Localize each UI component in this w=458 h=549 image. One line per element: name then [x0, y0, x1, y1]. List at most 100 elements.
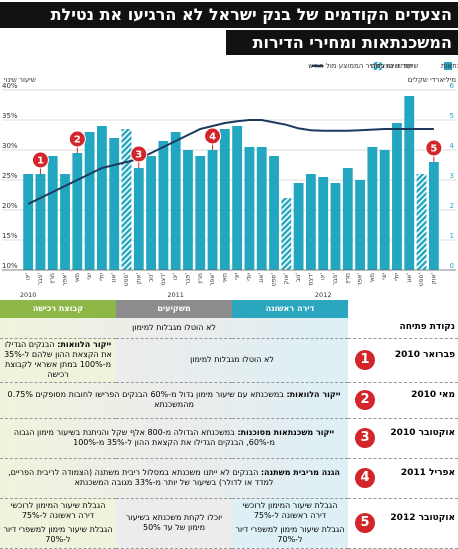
cell-text: במשכנתא עם שיעור מימון גדול מ-60% הבנקים…: [7, 390, 284, 409]
x-tick-label: מאי: [74, 273, 81, 282]
cell-line: הגבלת שיעור המימון לרוכשי דירה ראשונה ל-…: [10, 501, 106, 520]
bar: [183, 150, 193, 270]
bar: [293, 183, 304, 270]
bar: [355, 180, 366, 270]
annotation-label: 3: [135, 150, 142, 161]
bar: [109, 138, 120, 270]
x-year-label: 2012: [315, 291, 332, 299]
measure-cell: ייקור הלוואות: במשכנתא עם שיעור מימון גד…: [0, 382, 348, 419]
x-tick-label: אוג': [406, 273, 413, 283]
axis-title: מיליארדי שקלים: [408, 76, 456, 84]
annotation-marker: [204, 127, 222, 145]
bar: [428, 162, 439, 270]
bar: [121, 129, 132, 270]
step-date: אפריל 2011: [400, 468, 455, 478]
bar: [232, 126, 243, 270]
bar: [133, 168, 144, 270]
y2-tick-label: 2: [450, 202, 454, 210]
x-tick-label: ספט': [418, 273, 425, 287]
bar: [35, 174, 46, 270]
x-tick-label: אפר': [62, 273, 69, 286]
step-date: מאי 2010: [411, 390, 455, 400]
cell-lead: ייקור משכנתאות מסוכנות:: [237, 428, 335, 437]
blank-cell: [348, 300, 458, 318]
row-header: 2 מאי 2010: [348, 382, 458, 419]
measure-cell: ייקור הלוואות: הבנקים הגדילו את הקצאת הה…: [0, 338, 116, 383]
x-tick-label: מאי: [369, 273, 376, 282]
step-badge: 5: [355, 513, 375, 533]
bar: [47, 156, 58, 270]
y-tick-label: 15%: [2, 232, 18, 240]
bar: [195, 156, 206, 270]
column-header: קבוצת רכישה: [0, 300, 116, 318]
x-tick-label: יוני: [234, 273, 241, 280]
bar: [318, 177, 329, 270]
x-tick-label: פבר': [332, 273, 339, 286]
annotation-marker: [425, 139, 443, 157]
x-tick-label: מרץ: [344, 273, 351, 284]
step-badge: 4: [355, 468, 375, 488]
bar: [404, 96, 415, 270]
bar: [23, 174, 34, 270]
annotation-label: 4: [209, 132, 216, 143]
bar: [330, 183, 341, 270]
legend-label: שיעור שינוי במחיר הממוצע מול חודש: [308, 62, 418, 70]
measure-cell: יוכלו לקחת משכנתא בשיעור מימון של עד 50%: [116, 498, 232, 549]
x-tick-label: יולי: [98, 273, 105, 281]
x-tick-label: אפר': [357, 273, 364, 286]
x-tick-label: נוב': [148, 273, 155, 283]
x-tick-label: ינו': [320, 273, 327, 280]
y-tick-label: 10%: [2, 262, 18, 270]
y-tick-label: 25%: [2, 172, 18, 180]
bar: [219, 129, 230, 270]
measure-row: 3 אוקטובר 2010 ייקור משכנתאות מסוכנות: במש…: [0, 418, 458, 459]
x-tick-label: יוני: [381, 273, 388, 280]
bar: [96, 126, 107, 270]
x-tick-label: דצמ': [307, 273, 314, 286]
x-tick-label: נוב': [295, 273, 302, 283]
x-tick-label: יולי: [393, 273, 400, 281]
cell-text: במשכנתא הגדולה מ-800 אלף שקל והניתנת בשי…: [13, 428, 275, 447]
measure-row: 2 מאי 2010 ייקור הלוואות: במשכנתא עם שיעור…: [0, 382, 458, 419]
step-badge: 2: [355, 390, 375, 410]
measure-row: 5 אוקטובר 2012 הגבלת שיעור המימון לרוכשי ד…: [0, 498, 458, 549]
row-header: 4 אפריל 2011: [348, 458, 458, 499]
x-tick-label: אפר': [209, 273, 216, 286]
annotation-label: 1: [37, 156, 44, 167]
legend-label: חודשי הצעדים: [371, 62, 413, 70]
bar: [170, 132, 181, 270]
step-date: אוקטובר 2012: [390, 513, 455, 523]
y2-tick-label: 5: [450, 112, 454, 120]
step-badge: 1: [355, 350, 375, 370]
cell-lead: ייקור הלוואות:: [57, 340, 112, 349]
column-header: משקיעים: [116, 300, 232, 318]
step-date: פברואר 2010: [394, 350, 455, 360]
measures-table: דירה ראשונה משקיעים קבוצת רכישה נקודת פתיחה…: [0, 300, 458, 549]
x-tick-label: אוג': [111, 273, 118, 283]
row-header: נקודת פתיחה: [348, 318, 458, 339]
measure-cell: ייקור משכנתאות מסוכנות: במשכנתא הגדולה מ…: [0, 418, 348, 459]
measure-cell: הגבלת שיעור המימון לרוכשי דירה ראשונה ל-…: [232, 498, 348, 549]
row-header: 3 אוקטובר 2010: [348, 418, 458, 459]
legend-label: היקף המשכנתאות: [441, 62, 458, 70]
x-tick-label: יוני: [86, 273, 93, 280]
x-tick-label: אוק': [283, 273, 290, 285]
measure-cell: הגבלת שיעור המימון לרוכשי דירה ראשונה ל-…: [0, 498, 116, 549]
line: [27, 119, 434, 205]
y2-tick-label: 1: [450, 232, 454, 240]
bar: [207, 150, 218, 270]
x-year-label: 2011: [167, 291, 184, 299]
axis-title: שיעור שינוי: [4, 76, 36, 84]
measure-cell: הגנה מריבית משתנה: הבנקים לא ייתנו משכנת…: [0, 458, 348, 499]
cell-lead: ייקור הלוואות:: [286, 390, 341, 399]
cell-line: הגבלת שיעור מימון למשפרי דיור ל-70%: [3, 525, 113, 544]
cell-line: הגבלת שיעור מימון למשפרי דיור ל-70%: [235, 525, 345, 544]
cell-line: יוכלו לקחת משכנתא בשיעור מימון של עד 50%: [125, 513, 223, 532]
x-tick-label: אוג': [258, 273, 265, 283]
measure-row: 1 פברואר 2010 לא הוטלו מגבלות למימון ייקור …: [0, 338, 458, 383]
legend-swatch: [373, 62, 382, 70]
annotation-marker: [31, 151, 49, 169]
annotation-label: 5: [430, 144, 437, 155]
